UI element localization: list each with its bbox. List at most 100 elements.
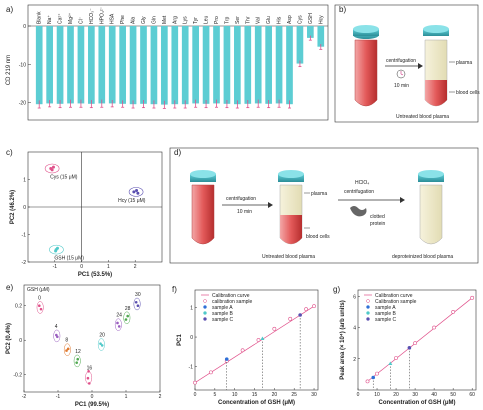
category-label-18: Trp [224,16,230,24]
calibration-point-4 [256,338,261,342]
x-tick-label-3: 2 [134,264,137,270]
panel-b-label: b) [339,5,346,14]
y-tick-label-3: 1 [23,178,26,184]
group-label-5: 20 [99,333,105,339]
panel-a-bars: Blank Na⁺ Ca²⁺ Mg²⁺ Cl⁻ HCO₃⁻ HPO₄²⁻ HSA Phe Ala G… [28,6,328,109]
bar-13 [171,26,179,105]
category-label-1: Na⁺ [47,15,53,24]
bar-3 [67,26,74,104]
x-tick-label-3: 30 [412,392,418,398]
category-label-2: Ca²⁺ [58,13,64,24]
x-tick-label-4: 2 [159,394,162,400]
bar-7 [108,26,116,104]
panel-c-label: c) [6,148,13,157]
legend-swatch-2 [203,305,207,309]
panel-g-plot: 0 10 20 30 40 50 60 2 4 6 Concentration of GSH (μM… [340,289,477,406]
x-tick-label-6: 60 [469,392,475,398]
y-tick-label-0: 2 [353,357,356,363]
legend-swatch-1 [203,299,207,303]
clotted-protein-icon [350,206,367,217]
panel-f-label: f) [172,285,177,294]
y-tick-label-2: 1 [190,306,193,312]
y-tick-label-0: -2 [22,260,27,266]
point-1-1 [56,335,59,339]
panel-g-label: g) [333,285,340,294]
point-6-1 [117,325,121,328]
category-label-10: Gly [141,16,147,24]
group-ellipse-0 [44,163,60,174]
group-ellipse-6 [114,318,122,331]
group-ellipse-1 [128,187,144,197]
category-label-3: Mg²⁺ [68,12,74,24]
bar-12 [161,26,168,105]
point-8-1 [136,304,140,308]
panel-b-frame [334,4,479,123]
category-label-0: Blank [37,11,43,24]
y-axis-label: Peak area (× 10⁴) (arb units) [340,300,346,380]
group-ellipse-7 [123,311,131,325]
category-label-17: Pro [214,16,220,24]
panel-a-y-axis: 0 -10 -20 [19,24,31,107]
category-label-11: Gln [151,16,157,24]
panel-f: f) 0 5 10 15 20 25 30 -1 0 1 Concentration of GSH … [172,285,319,406]
tube-separated-blood [423,25,449,107]
legend-label-3: sample B [375,311,397,317]
legend-label-1: calibration sample [212,299,253,305]
bar-15 [192,26,199,104]
y-axis-label: PC2 (46.2%) [10,190,16,224]
x-tick-label-1: -1 [56,394,61,400]
point-0-0 [38,304,41,308]
x-tick-label-5: 25 [291,392,297,398]
point-7-1 [126,314,129,318]
calibration-point-4 [432,325,437,330]
calibration-point-1 [208,370,213,375]
category-label-15: Tyr [193,17,199,24]
category-label-27: Hcy [318,15,324,24]
x-tick-label-0: 0 [357,392,360,398]
point-0-2 [50,168,54,172]
group-ellipse-3 [73,354,81,368]
legend-swatch-4 [366,317,370,321]
point-4-0 [87,369,90,373]
plot-frame [194,289,319,391]
point-5-0 [99,342,102,345]
y-tick-label-1: -10 [19,62,26,68]
bar-20 [244,26,252,104]
point-3-0 [75,361,78,364]
point-6-0 [116,321,119,325]
calibration-point-6 [288,316,293,321]
group-ellipse-8 [133,297,141,311]
category-label-23: His [277,16,283,24]
x-axis-label: PC1 (53.5%) [78,272,112,278]
category-label-21: Val [256,17,262,24]
y-tick-label-1: 4 [353,326,356,332]
calibration-point-8 [312,304,316,309]
bar-27 [317,26,325,47]
point-0-1 [39,307,43,311]
arrow-head-icon [418,63,423,69]
x-tick-label-2: 10 [232,392,238,398]
bar-4 [77,26,85,104]
point-5-1 [100,344,104,347]
panel-d-time-text: 10 min [237,209,252,215]
sample_b-point [388,361,393,365]
calibration-line [194,305,315,383]
panel-b: b) centrifugation 10 min plasma blood ce… [334,4,480,123]
group-ellipse-2 [49,244,64,255]
bar-19 [234,26,241,105]
x-axis-label: PC1 (99.5%) [75,402,109,408]
category-label-6: HPO₄²⁻ [99,6,105,24]
group-ellipse-5 [97,338,105,351]
y-tick-label-2: 0.2 [15,304,22,310]
panel-b-cells-text: blood cells [456,90,480,96]
y-tick-label-1: 0 [190,335,193,341]
group-label-0: 0 [38,295,41,301]
bar-2 [56,26,64,104]
x-tick-label-0: -1 [53,264,58,270]
panel-d-plasma-text: plasma [311,191,327,197]
bar-8 [119,26,126,104]
x-tick-label-4: 40 [431,392,437,398]
legend-label-3: sample B [212,311,234,317]
x-tick-label-3: 1 [125,394,128,400]
